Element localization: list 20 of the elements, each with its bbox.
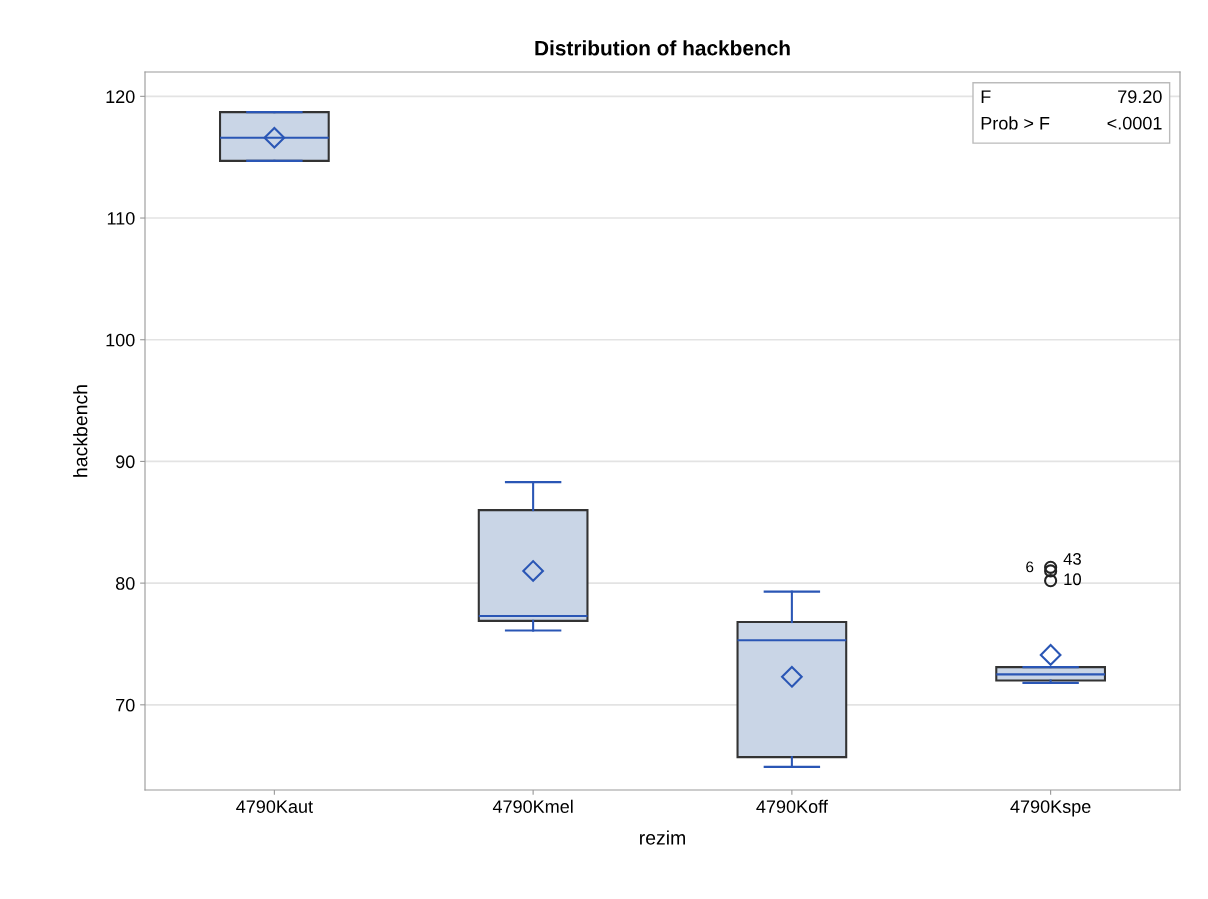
- annotation: 6: [1026, 561, 1034, 573]
- annotation: <.0001: [1107, 116, 1162, 130]
- x-axis-title: rezim: [640, 830, 685, 845]
- x-tick-label: 4790Kspe: [1010, 800, 1091, 817]
- y-tick-label: 80: [115, 577, 135, 590]
- annotation: 10: [1064, 573, 1082, 586]
- y-tick-label: 90: [116, 455, 135, 469]
- y-tick-label: 100: [106, 333, 135, 347]
- x-tick-label: 4790Koff: [756, 799, 828, 813]
- chart-title: Distribution of hackbench: [535, 40, 790, 56]
- annotation: 79.20: [1118, 90, 1162, 104]
- x-tick-label: 4790Kmel: [492, 799, 573, 813]
- y-tick-label: 110: [107, 211, 135, 225]
- y-tick-label: 70: [116, 698, 135, 712]
- y-axis-title: hackbench: [73, 385, 88, 477]
- y-tick-label: 120: [106, 90, 135, 104]
- x-tick-label: 4790Kaut: [236, 800, 313, 813]
- annotation: F: [981, 90, 991, 103]
- annotation: 43: [1063, 553, 1081, 565]
- annotation: Prob > F: [981, 116, 1050, 130]
